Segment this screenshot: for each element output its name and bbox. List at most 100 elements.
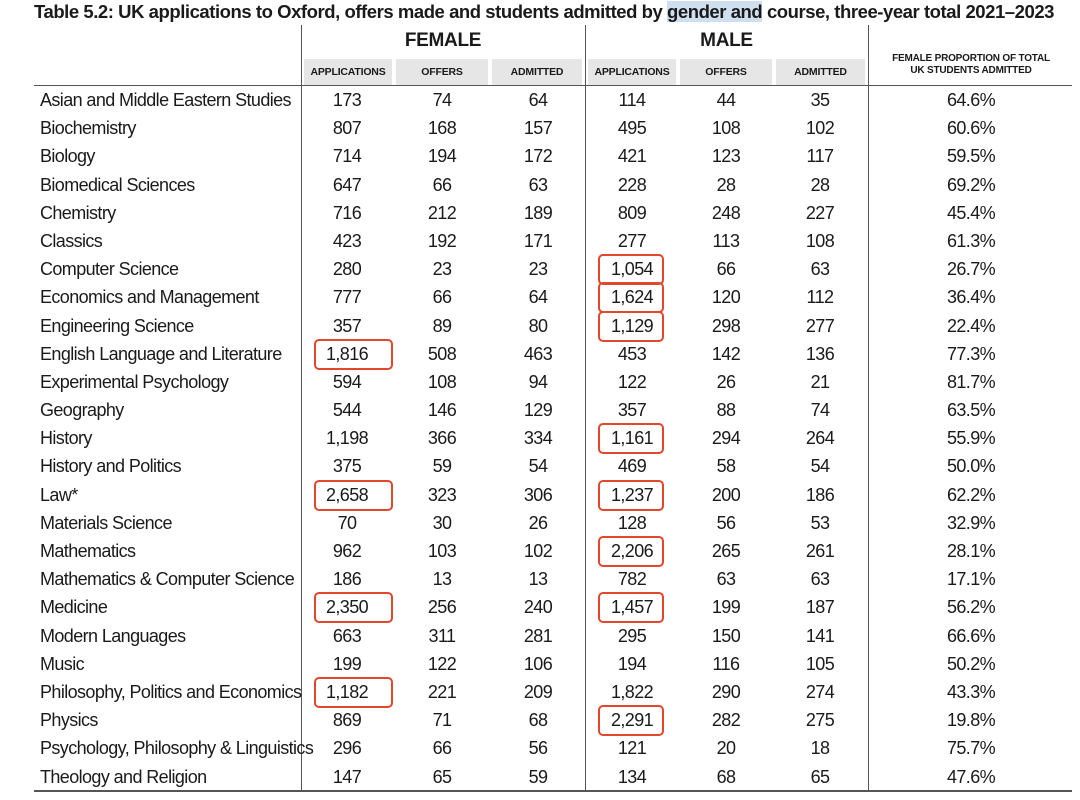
female-proportion-cell: 36.4% (946, 287, 996, 308)
female-offers-cell: 71 (432, 710, 452, 731)
male-admitted-cell: 186 (805, 484, 835, 505)
female-proportion-cell: 19.8% (946, 710, 996, 731)
table-row: English Language and Literature 1,816 508 4… (34, 338, 1072, 370)
male-applications-cell: 1,822 (610, 681, 654, 702)
male-applications-cell: 357 (617, 400, 647, 421)
male-applications-cell: 295 (617, 625, 647, 646)
table-row: Chemistry 716 212 189 809 248 227 45.4% (34, 199, 1072, 227)
female-offers-cell: 89 (432, 315, 452, 336)
female-proportion-cell: 22.4% (946, 315, 996, 336)
female-applications-cell: 2,350 (325, 597, 369, 618)
title-text-start: Table 5.2: UK applications to Oxford, of… (34, 1, 668, 22)
female-applications-highlight-box (314, 676, 393, 708)
course-name-cell: Economics and Management (40, 287, 259, 308)
female-applications-cell: 1,198 (325, 428, 369, 449)
column-divider-proportion (868, 25, 869, 790)
female-offers-cell: 66 (432, 287, 452, 308)
male-applications-highlight-box (598, 310, 664, 342)
female-proportion-cell: 47.6% (946, 766, 996, 787)
male-offers-cell: 265 (711, 541, 741, 561)
male-applications-highlight-box (598, 479, 664, 511)
male-offers-cell: 28 (716, 174, 736, 195)
female-admitted-cell: 59 (528, 766, 548, 787)
female-proportion-cell: 77.3% (946, 343, 996, 364)
female-applications-cell: 594 (332, 371, 362, 392)
female-admitted-cell: 102 (523, 541, 553, 561)
female-applications-cell: 962 (332, 541, 362, 561)
female-applications-cell: 173 (332, 90, 362, 110)
female-group-header: FEMALE (404, 30, 482, 51)
male-applications-cell: 1,054 (610, 259, 654, 280)
female-offers-cell: 30 (432, 512, 452, 533)
female-admitted-cell: 172 (523, 146, 553, 167)
male-applications-cell: 1,624 (610, 287, 654, 308)
course-name-cell: Biomedical Sciences (40, 174, 195, 195)
title-highlighted-text: gender and (667, 1, 763, 22)
female-proportion-cell: 64.6% (946, 90, 996, 110)
male-applications-cell: 121 (617, 738, 647, 759)
female-offers-cell: 23 (432, 259, 452, 280)
female-applications-highlight-box (314, 338, 393, 370)
male-admitted-cell: 117 (806, 146, 835, 167)
course-name-cell: Philosophy, Politics and Economics (40, 681, 302, 702)
female-proportion-cell: 59.5% (946, 146, 996, 167)
female-applications-cell: 199 (332, 653, 362, 674)
female-admitted-cell: 189 (523, 202, 553, 223)
female-admitted-cell: 334 (523, 428, 553, 449)
male-applications-cell: 495 (617, 118, 647, 139)
male-applications-cell: 809 (617, 202, 647, 223)
female-admitted-cell: 94 (528, 371, 548, 392)
male-admitted-cell: 141 (805, 625, 835, 646)
male-admitted-cell: 63 (810, 259, 830, 280)
male-offers-cell: 26 (716, 371, 736, 392)
course-name-cell: Mathematics & Computer Science (40, 569, 295, 590)
male-applications-cell: 421 (617, 146, 647, 167)
table-row: Medicine 2,350 256 240 1,457 199 187 56.2% (34, 592, 1072, 624)
male-applications-highlight-box (598, 536, 664, 567)
female-admitted-cell: 13 (528, 569, 548, 590)
male-applications-cell: 1,457 (610, 597, 654, 618)
female-offers-cell: 103 (427, 541, 457, 561)
male-applications-cell: 1,129 (610, 315, 654, 336)
table-row: History and Politics 375 59 54 469 58 54 50.0% (34, 452, 1072, 480)
table-row: Modern Languages 663 311 281 295 150 141 66.6% (34, 622, 1072, 650)
male-offers-cell: 58 (716, 456, 736, 477)
male-offers-cell: 142 (711, 343, 741, 364)
male-applications-cell: 2,206 (610, 541, 654, 561)
male-admitted-cell: 264 (805, 428, 835, 449)
female-offers-cell: 168 (427, 118, 457, 139)
male-admitted-cell: 112 (806, 287, 835, 308)
male-applications-cell: 277 (617, 230, 647, 251)
female-offers-cell: 65 (432, 766, 452, 787)
course-name-cell: Chemistry (40, 202, 116, 223)
male-applications-highlight-box (598, 423, 664, 455)
male-applications-cell: 194 (617, 653, 647, 674)
female-offers-cell: 194 (427, 146, 457, 167)
female-applications-header: APPLICATIONS (304, 59, 392, 85)
male-applications-highlight-box (598, 254, 664, 286)
female-applications-cell: 1,182 (325, 681, 369, 702)
column-divider-female (301, 25, 302, 790)
female-admitted-cell: 80 (528, 315, 548, 336)
course-name-cell: History (40, 428, 92, 449)
table-row: Physics 869 71 68 2,291 282 275 19.8% (34, 705, 1072, 737)
female-admitted-cell: 26 (528, 512, 548, 533)
male-offers-cell: 248 (711, 202, 741, 223)
male-admitted-cell: 21 (810, 371, 830, 392)
male-offers-cell: 116 (712, 653, 741, 674)
male-applications-highlight-box (598, 705, 664, 737)
male-applications-cell: 228 (617, 174, 647, 195)
male-offers-cell: 150 (711, 625, 741, 646)
female-admitted-cell: 56 (528, 738, 548, 759)
table-row: Economics and Management 777 66 64 1,624 120 1… (34, 282, 1072, 314)
column-divider-male (585, 25, 586, 790)
course-name-cell: English Language and Literature (40, 343, 282, 364)
female-admitted-cell: 129 (523, 400, 553, 421)
female-offers-cell: 13 (432, 569, 452, 590)
male-admitted-cell: 65 (810, 766, 830, 787)
male-applications-cell: 122 (617, 371, 647, 392)
male-offers-cell: 63 (716, 569, 736, 590)
female-applications-cell: 647 (332, 174, 362, 195)
female-offers-cell: 108 (427, 371, 457, 392)
table-row: Psychology, Philosophy & Linguistics 296 6… (34, 734, 1072, 762)
